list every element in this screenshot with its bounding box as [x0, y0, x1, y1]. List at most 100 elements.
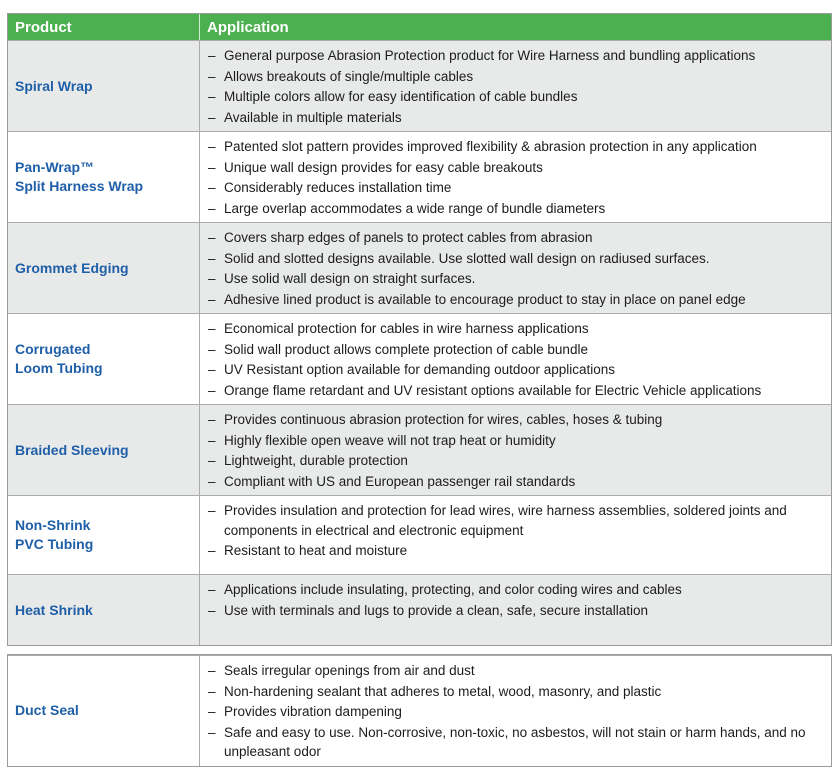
- application-cell: – Provides continuous abrasion protection…: [200, 405, 831, 495]
- application-cell: – Covers sharp edges of panels to protect…: [200, 223, 831, 313]
- product-name: Spiral Wrap: [15, 77, 93, 94]
- bullet-item: – Adhesive lined product is available to …: [207, 290, 823, 310]
- bullet-item: – Lightweight, durable protection: [207, 451, 823, 471]
- bullet-text: Unique wall design provides for easy cab…: [224, 159, 543, 175]
- bullet-item: – Highly flexible open weave will not tra…: [207, 431, 823, 451]
- product-name: Loom Tubing: [15, 360, 103, 376]
- bullet-dash: –: [208, 68, 216, 84]
- bullet-item: – Considerably reduces installation time: [207, 178, 823, 198]
- column-header-product: Product: [8, 14, 200, 40]
- product-cell: Braided Sleeving: [8, 405, 200, 495]
- product-cell: Non-Shrink PVC Tubing: [8, 496, 200, 574]
- table-section-continued: Duct Seal – Seals irregular openings from …: [7, 654, 832, 767]
- bullet-dash: –: [208, 250, 216, 266]
- product-cell: Spiral Wrap: [8, 41, 200, 131]
- bullet-dash: –: [208, 230, 216, 245]
- column-header-application: Application: [207, 18, 289, 36]
- bullet-item: – Use solid wall design on straight surfa…: [207, 269, 823, 289]
- bullet-dash: –: [208, 724, 216, 740]
- product-name: Braided Sleeving: [15, 441, 129, 458]
- bullet-dash: –: [208, 453, 216, 468]
- bullet-text: Non-hardening sealant that adheres to me…: [224, 683, 662, 699]
- bullet-item: – Orange flame retardant and UV resistant…: [207, 381, 823, 401]
- bullet-text: Lightweight, durable protection: [224, 453, 408, 468]
- bullet-item: – Non-hardening sealant that adheres to m…: [207, 682, 823, 702]
- bullet-item: – Patented slot pattern provides improved…: [207, 137, 823, 157]
- bullet-dash: –: [208, 412, 216, 427]
- bullet-text: Multiple colors allow for easy identific…: [224, 89, 578, 104]
- product-name: Non-Shrink: [15, 517, 91, 533]
- application-cell: – Patented slot pattern provides improved…: [200, 132, 831, 222]
- bullet-text: Solid wall product allows complete prote…: [224, 341, 588, 357]
- bullet-item: – Provides vibration dampening: [207, 702, 823, 722]
- product-application-page: Product Application Spiral Wrap – General …: [7, 13, 832, 767]
- bullet-item: – Compliant with US and European passenge…: [207, 472, 823, 492]
- application-cell: – General purpose Abrasion Protection pro…: [200, 41, 831, 131]
- table-body-continued: Duct Seal – Seals irregular openings from …: [8, 655, 831, 766]
- table-row: Corrugated Loom Tubing – Economical protect…: [8, 313, 831, 404]
- bullet-text: Provides continuous abrasion protection …: [224, 412, 663, 427]
- application-cell: – Provides insulation and protection for …: [200, 496, 831, 574]
- bullet-dash: –: [208, 663, 216, 678]
- bullet-dash: –: [208, 683, 216, 699]
- bullet-text: UV Resistant option available for demand…: [224, 362, 615, 377]
- bullet-dash: –: [208, 321, 216, 336]
- bullet-text: Orange flame retardant and UV resistant …: [224, 382, 762, 398]
- bullet-dash: –: [208, 291, 216, 307]
- bullet-text: Highly flexible open weave will not trap…: [224, 432, 556, 448]
- bullet-item: – Economical protection for cables in wir…: [207, 319, 823, 339]
- bullet-item: – Covers sharp edges of panels to protect…: [207, 228, 823, 248]
- table-row: Duct Seal – Seals irregular openings from …: [8, 655, 831, 766]
- bullet-dash: –: [208, 159, 216, 175]
- bullet-item: – Provides continuous abrasion protection…: [207, 410, 823, 430]
- bullet-dash: –: [208, 602, 216, 618]
- bullet-dash: –: [208, 139, 216, 154]
- bullet-dash: –: [208, 180, 216, 195]
- bullet-dash: –: [208, 432, 216, 448]
- product-name: Duct Seal: [15, 702, 79, 719]
- bullet-dash: –: [208, 271, 216, 286]
- bullet-item: – Multiple colors allow for easy identifi…: [207, 87, 823, 107]
- table-row: Pan-Wrap™ Split Harness Wrap – Patented slo…: [8, 131, 831, 222]
- bullet-item: – Solid and slotted designs available. Us…: [207, 249, 823, 269]
- bullet-text: Provides vibration dampening: [224, 704, 402, 719]
- bullet-dash: –: [208, 382, 216, 398]
- bullet-dash: –: [208, 503, 216, 518]
- bullet-item: – Large overlap accommodates a wide range…: [207, 199, 823, 219]
- bullet-item: – Applications include insulating, protec…: [207, 580, 823, 600]
- table-section-gap: [7, 646, 832, 654]
- bullet-dash: –: [208, 89, 216, 104]
- bullet-text: Covers sharp edges of panels to protect …: [224, 230, 593, 245]
- bullet-text: Provides insulation and protection for l…: [224, 503, 787, 538]
- table-body-main: Spiral Wrap – General purpose Abrasion Pro…: [8, 40, 831, 645]
- bullet-item: – Use with terminals and lugs to provide …: [207, 601, 823, 621]
- bullet-text: Allows breakouts of single/multiple cabl…: [224, 68, 474, 84]
- product-name: Heat Shrink: [15, 601, 93, 618]
- table-row: Heat Shrink – Applications include insulat…: [8, 574, 831, 645]
- bullet-dash: –: [208, 704, 216, 719]
- product-cell: Heat Shrink: [8, 575, 200, 645]
- product-cell: Corrugated Loom Tubing: [8, 314, 200, 404]
- product-cell: Grommet Edging: [8, 223, 200, 313]
- bullet-dash: –: [208, 109, 216, 125]
- bullet-text: Considerably reduces installation time: [224, 180, 452, 195]
- product-cell: Duct Seal: [8, 656, 200, 766]
- application-cell: – Seals irregular openings from air and d…: [200, 656, 831, 766]
- bullet-dash: –: [208, 582, 216, 597]
- bullet-text: Large overlap accommodates a wide range …: [224, 200, 606, 216]
- bullet-dash: –: [208, 362, 216, 377]
- bullet-item: – Provides insulation and protection for …: [207, 501, 823, 540]
- bullet-item: – Unique wall design provides for easy ca…: [207, 158, 823, 178]
- table-row: Spiral Wrap – General purpose Abrasion Pro…: [8, 40, 831, 131]
- bullet-item: – UV Resistant option available for deman…: [207, 360, 823, 380]
- bullet-item: – Solid wall product allows complete prot…: [207, 340, 823, 360]
- bullet-text: Use solid wall design on straight surfac…: [224, 271, 476, 286]
- bullet-text: Resistant to heat and moisture: [224, 543, 408, 558]
- table-header-row: Product Application: [8, 14, 831, 40]
- application-cell: – Economical protection for cables in wir…: [200, 314, 831, 404]
- table-section-main: Product Application Spiral Wrap – General …: [7, 13, 832, 646]
- bullet-text: Adhesive lined product is available to e…: [224, 291, 746, 307]
- product-cell: Pan-Wrap™ Split Harness Wrap: [8, 132, 200, 222]
- bullet-text: Safe and easy to use. Non-corrosive, non…: [224, 724, 806, 760]
- table-row: Non-Shrink PVC Tubing – Provides insulation…: [8, 495, 831, 574]
